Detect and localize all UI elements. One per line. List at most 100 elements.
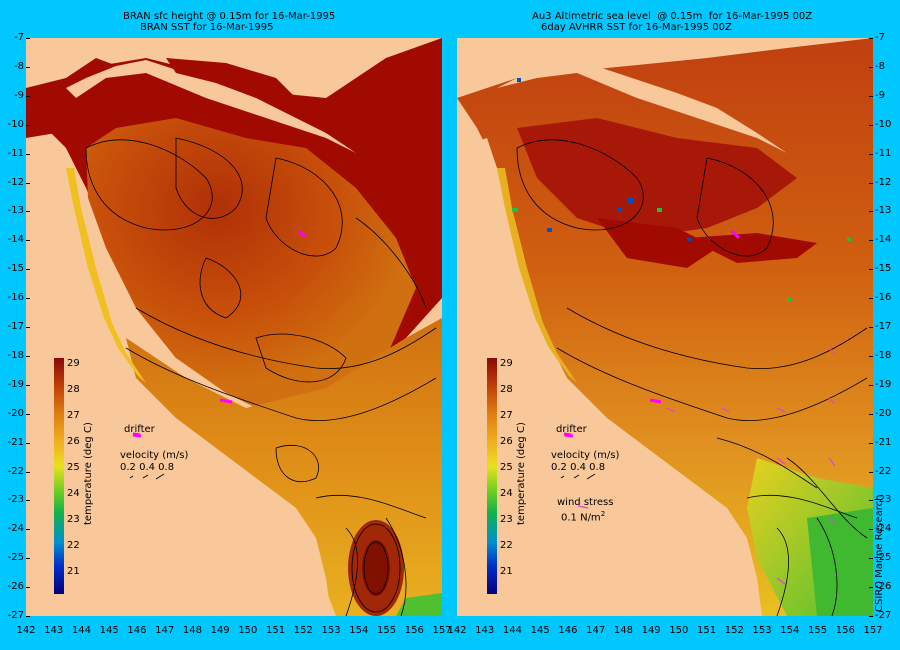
x-tick-label: 150: [669, 625, 689, 636]
y-tick-mark: [26, 298, 30, 300]
y-tick-mark: [869, 240, 873, 242]
colorbar-label: 25: [67, 462, 80, 473]
y-tick-label: -12: [875, 176, 892, 188]
y-tick-label: -10: [7, 118, 24, 130]
y-tick-mark: [26, 153, 30, 155]
y-tick-label: -26: [875, 581, 892, 593]
y-tick-label: -22: [7, 465, 24, 477]
y-tick-label: -24: [7, 523, 24, 535]
y-tick-mark: [869, 500, 873, 502]
x-tick-label: 145: [99, 625, 119, 636]
x-tick-label: 156: [404, 625, 424, 636]
colorbar-label: 26: [67, 436, 80, 447]
colorbar-label: 23: [500, 514, 513, 525]
y-tick-mark: [26, 182, 30, 184]
x-tick-label: 149: [210, 625, 230, 636]
y-tick-mark: [26, 471, 30, 473]
y-tick-label: -22: [875, 465, 892, 477]
y-tick-mark: [26, 442, 30, 444]
colorbar-label: 23: [67, 514, 80, 525]
x-tick-label: 147: [586, 625, 606, 636]
x-tick-label: 146: [127, 625, 147, 636]
y-tick-mark: [26, 327, 30, 328]
colorbar-right: [487, 358, 497, 594]
colorbar-label: 28: [67, 384, 80, 395]
y-tick-mark: [26, 124, 30, 126]
x-tick-label: 148: [613, 625, 633, 636]
y-tick-mark: [869, 471, 873, 473]
y-tick-mark: [869, 182, 873, 184]
y-tick-mark: [869, 269, 873, 271]
legend-velocity-scale-left: 0.2 0.4 0.8: [120, 462, 175, 473]
x-tick-label: 152: [724, 625, 744, 636]
y-tick-mark: [869, 413, 873, 415]
x-tick-label: 151: [697, 625, 717, 636]
y-tick-label: -8: [875, 60, 885, 72]
y-tick-label: -7: [875, 32, 885, 43]
y-tick-label: -26: [7, 581, 24, 593]
x-tick-label: 144: [502, 625, 522, 636]
x-tick-label: 154: [349, 625, 369, 636]
y-tick-mark: [26, 38, 30, 39]
colorbar-left: [54, 358, 64, 594]
legend-wind-unit-exponent: 2: [600, 510, 606, 518]
y-tick-label: -20: [7, 407, 24, 419]
x-tick-label: 151: [266, 625, 286, 636]
x-tick-label: 147: [155, 625, 175, 636]
x-tick-label: 150: [238, 625, 258, 636]
y-tick-label: -21: [875, 436, 892, 448]
x-tick-label: 145: [530, 625, 550, 636]
colorbar-label: 28: [500, 384, 513, 395]
right-title-line1: Au3 Altimetric sea level @ 0.15m for 16-…: [532, 11, 813, 22]
colorbar-label: 22: [67, 540, 80, 551]
x-tick-label: 154: [780, 625, 800, 636]
y-tick-mark: [869, 38, 873, 39]
y-tick-label: -19: [875, 378, 892, 390]
x-tick-label: 148: [182, 625, 202, 636]
avhrr-sst-map: [457, 38, 873, 616]
y-tick-label: -21: [7, 436, 24, 448]
y-tick-label: -12: [7, 176, 24, 188]
left-title-line2: BRAN SST for 16-Mar-1995: [140, 22, 274, 33]
y-tick-label: -14: [875, 234, 892, 246]
y-tick-label: -27: [875, 610, 892, 621]
colorbar-label: 27: [67, 410, 80, 421]
y-tick-label: -13: [875, 205, 892, 217]
x-tick-label: 152: [293, 625, 313, 636]
colorbar-label: 21: [67, 566, 80, 577]
x-tick-label: 156: [835, 625, 855, 636]
legend-wind-value: 0.1 N/m2: [561, 510, 606, 524]
x-tick-label: 153: [321, 625, 341, 636]
y-tick-mark: [869, 124, 873, 126]
y-tick-label: -14: [7, 234, 24, 246]
y-tick-label: -18: [7, 349, 24, 361]
colorbar-label: 24: [67, 488, 80, 499]
y-tick-label: -15: [875, 263, 892, 275]
x-tick-label: 146: [558, 625, 578, 636]
y-tick-mark: [869, 153, 873, 155]
legend-wind-stress: wind stress: [557, 497, 614, 508]
x-tick-label: 142: [447, 625, 467, 636]
x-tick-label: 157: [432, 625, 452, 636]
colorbar-label: 29: [67, 358, 80, 369]
colorbar-label: 21: [500, 566, 513, 577]
y-tick-label: -20: [875, 407, 892, 419]
y-tick-mark: [869, 298, 873, 300]
right-title-line2: 6day AVHRR SST for 16-Mar-1995 00Z: [541, 22, 732, 33]
y-tick-label: -11: [7, 147, 24, 159]
y-tick-mark: [869, 355, 873, 357]
colorbar-label: 27: [500, 410, 513, 421]
x-tick-label: 149: [641, 625, 661, 636]
y-tick-mark: [869, 558, 873, 560]
y-tick-mark: [26, 240, 30, 242]
y-tick-mark: [869, 95, 873, 97]
y-tick-mark: [869, 66, 873, 68]
y-tick-label: -10: [875, 118, 892, 130]
y-tick-label: -9: [14, 89, 24, 101]
y-tick-mark: [869, 587, 873, 589]
y-tick-label: -27: [7, 610, 24, 621]
y-tick-label: -8: [14, 60, 24, 72]
y-tick-label: -17: [875, 321, 892, 332]
y-tick-label: -15: [7, 263, 24, 275]
y-tick-label: -17: [7, 321, 24, 332]
